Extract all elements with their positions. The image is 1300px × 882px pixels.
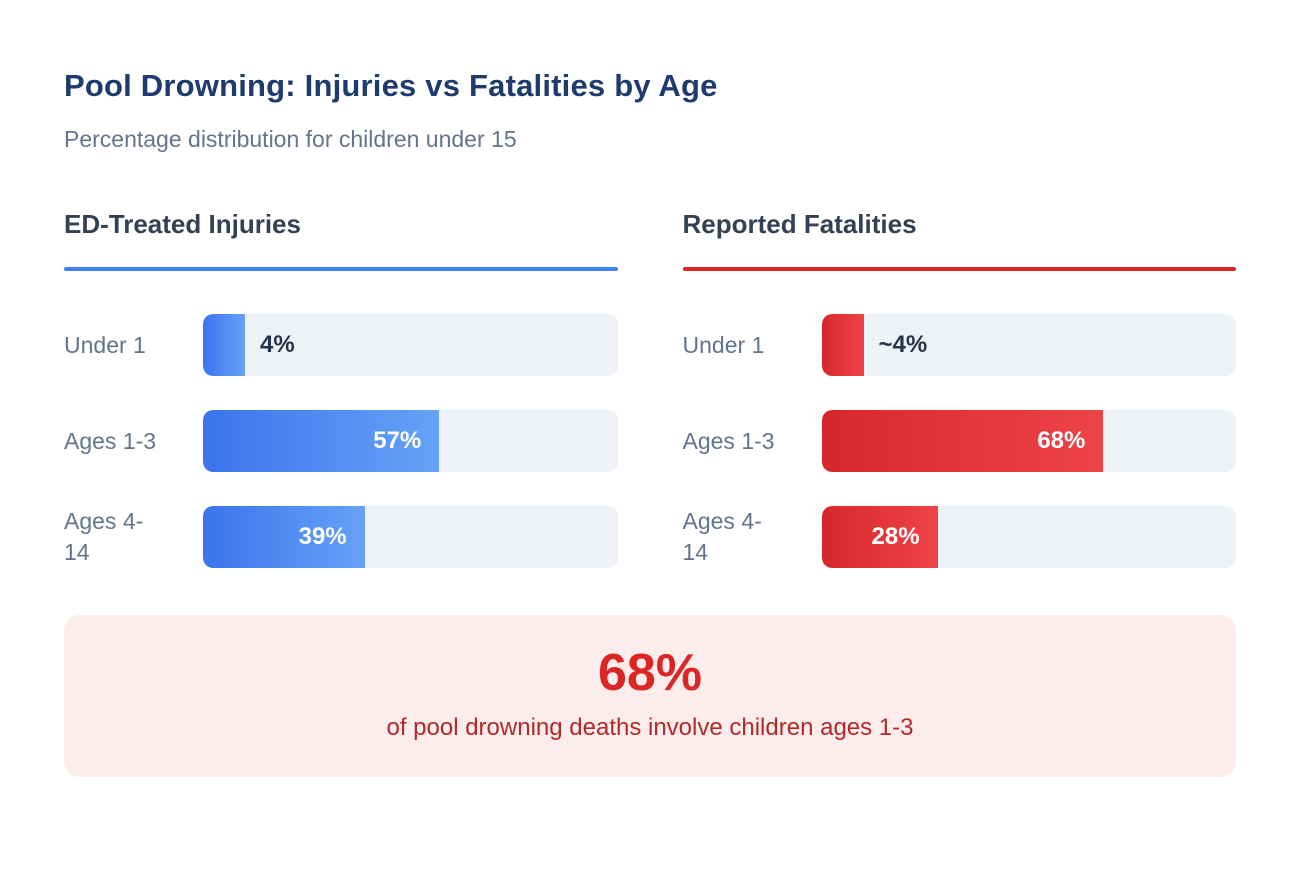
bar-fill: 28% — [821, 505, 938, 568]
bar-fill: 39% — [203, 505, 365, 568]
category-label: Ages 1-3 — [64, 427, 157, 454]
fatalities-panel-title: Reported Fatalities — [682, 208, 917, 239]
category-label: Ages 4-14 — [64, 508, 144, 565]
bar-fill: 68% — [821, 409, 1104, 472]
category-label: Under 1 — [64, 331, 146, 358]
bar-track: 68% — [821, 409, 1236, 472]
category-label: Ages 1-3 — [682, 427, 775, 454]
bar-track: 39% — [203, 505, 618, 568]
fatalities-bars: Under 1 ~4% Ages 1-3 68% Ages 4-14 28% — [682, 313, 1236, 568]
injuries-accent-rule — [64, 266, 618, 271]
bar-row: Under 1 ~4% — [682, 313, 1236, 376]
value-label: 57% — [373, 426, 422, 454]
bar-row: Ages 4-14 28% — [682, 505, 1236, 568]
highlight-text: of pool drowning deaths involve children… — [386, 713, 914, 741]
value-label: 4% — [260, 330, 295, 358]
bar-track: 28% — [821, 505, 1236, 568]
bar-fill — [203, 313, 245, 376]
category-label: Ages 4-14 — [682, 508, 762, 565]
bar-fill — [821, 313, 864, 376]
fatalities-panel: Reported Fatalities Under 1 ~4% Ages 1-3 68… — [682, 208, 1236, 568]
page-title: Pool Drowning: Injuries vs Fatalities by… — [64, 68, 718, 103]
bar-fill: 57% — [203, 409, 440, 472]
bar-track: 4% — [203, 313, 618, 376]
highlight-callout: 68% of pool drowning deaths involve chil… — [64, 614, 1236, 777]
value-label: 28% — [871, 522, 920, 550]
injuries-bars: Under 1 4% Ages 1-3 57% Ages 4-14 39% — [64, 313, 618, 568]
bar-track: ~4% — [821, 313, 1236, 376]
value-label: 68% — [1037, 426, 1086, 454]
fatalities-accent-rule — [682, 266, 1236, 271]
bar-row: Ages 4-14 39% — [64, 505, 618, 568]
value-label: ~4% — [878, 330, 928, 358]
bar-row: Under 1 4% — [64, 313, 618, 376]
page-subtitle: Percentage distribution for children und… — [64, 125, 517, 152]
highlight-value: 68% — [597, 643, 703, 702]
bar-row: Ages 1-3 68% — [682, 409, 1236, 472]
bar-track: 57% — [203, 409, 618, 472]
injuries-panel-title: ED-Treated Injuries — [64, 208, 301, 239]
bar-row: Ages 1-3 57% — [64, 409, 618, 472]
injuries-panel: ED-Treated Injuries Under 1 4% Ages 1-3 57%… — [64, 209, 618, 568]
category-label: Under 1 — [682, 331, 765, 358]
chart-columns: ED-Treated Injuries Under 1 4% Ages 1-3 57%… — [64, 209, 1236, 568]
value-label: 39% — [298, 522, 347, 550]
